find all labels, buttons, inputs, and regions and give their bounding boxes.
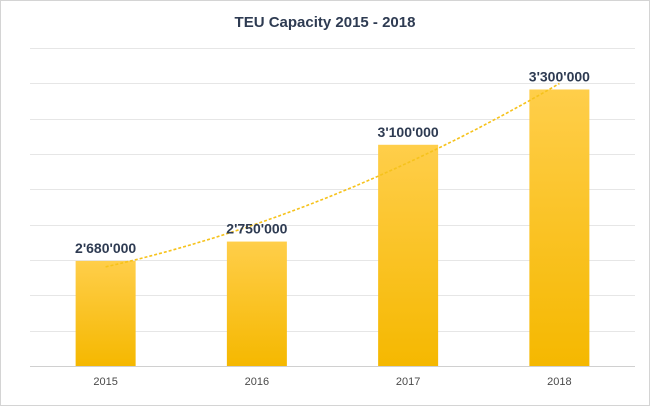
bar-2015 xyxy=(75,260,136,366)
data-label-2017: 3'100'000 xyxy=(378,124,439,140)
data-label-2015: 2'680'000 xyxy=(75,240,136,256)
trendline-group xyxy=(105,82,560,268)
x-tick-2016: 2016 xyxy=(245,376,269,388)
bar-2016 xyxy=(226,241,287,366)
data-labels: 2'680'000 2'750'000 3'100'000 3'300'000 xyxy=(75,68,590,255)
bar-2017 xyxy=(378,144,439,366)
x-tick-2015: 2015 xyxy=(93,376,117,388)
x-tick-2018: 2018 xyxy=(547,376,571,388)
x-tick-2017: 2017 xyxy=(396,376,420,388)
chart-title: TEU Capacity 2015 - 2018 xyxy=(234,14,416,31)
data-label-2016: 2'750'000 xyxy=(226,221,287,237)
bars xyxy=(75,89,590,366)
data-label-2018: 3'300'000 xyxy=(529,68,590,84)
trendline xyxy=(105,82,560,268)
x-axis-ticks: 2015 2016 2017 2018 xyxy=(93,376,571,388)
bar-2018 xyxy=(529,89,590,366)
